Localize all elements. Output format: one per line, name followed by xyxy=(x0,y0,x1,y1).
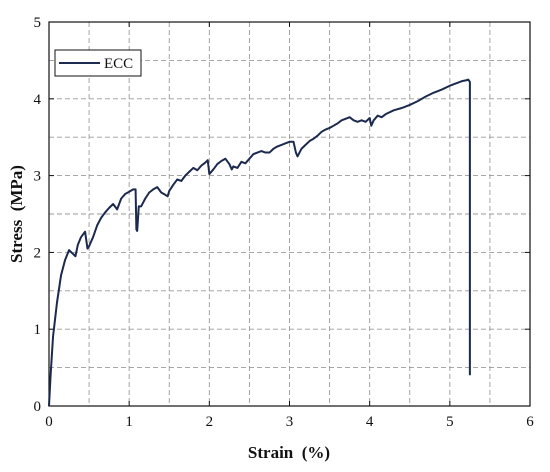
x-tick-label: 1 xyxy=(125,414,133,430)
y-tick-label: 2 xyxy=(34,245,42,261)
x-tick-label: 0 xyxy=(45,414,53,430)
y-tick-label: 1 xyxy=(34,322,42,338)
y-tick-labels: 0 1 2 3 4 5 xyxy=(34,15,42,415)
x-tick-label: 3 xyxy=(286,414,294,430)
x-tick-labels: 0 1 2 3 4 5 6 xyxy=(45,414,534,430)
x-tick-label: 2 xyxy=(206,414,214,430)
y-tick-label: 5 xyxy=(34,15,42,31)
y-tick-label: 4 xyxy=(34,92,42,108)
grid-layer xyxy=(49,22,530,406)
y-tick-label: 3 xyxy=(34,169,42,185)
axis-ticks xyxy=(48,21,531,407)
x-tick-label: 5 xyxy=(446,414,454,430)
x-axis-label: Strain (%) xyxy=(248,443,330,462)
x-tick-label: 6 xyxy=(526,414,534,430)
y-axis-label: Stress (MPa) xyxy=(7,165,26,263)
y-tick-label: 0 xyxy=(34,399,42,415)
legend: ECC xyxy=(54,49,142,77)
series-line-ecc xyxy=(48,78,471,407)
x-tick-label: 4 xyxy=(366,414,374,430)
legend-label: ECC xyxy=(104,56,133,72)
